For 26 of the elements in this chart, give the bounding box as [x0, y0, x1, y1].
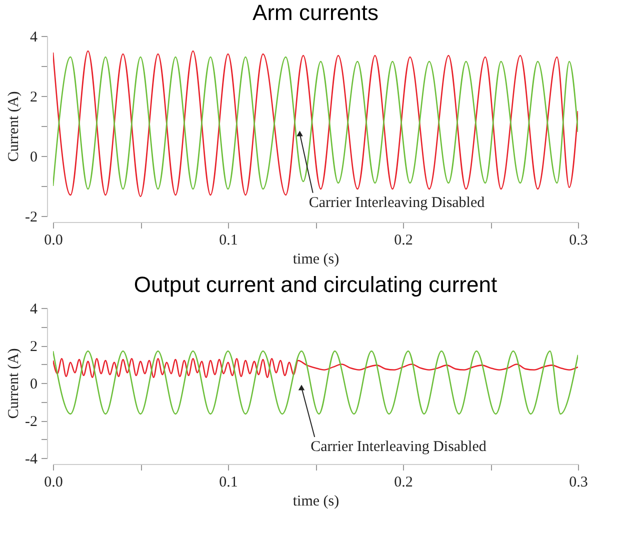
y-tick-label: -4: [25, 452, 38, 468]
y-tick-label: -2: [25, 210, 38, 226]
chart-title: Arm currents: [252, 0, 378, 25]
x-axis-title: time (s): [292, 252, 340, 268]
y-tick-label: 2: [30, 90, 38, 106]
y-axis-title: Current (A): [6, 91, 22, 162]
x-tick-label: 0.1: [219, 474, 238, 490]
x-tick-label: 0.3: [569, 474, 588, 490]
line-series: [53, 358, 578, 378]
x-axis-title: time (s): [292, 494, 340, 510]
y-tick-label: 0: [30, 150, 38, 166]
y-tick-label: 4: [30, 302, 38, 318]
y-tick-label: 2: [30, 339, 38, 355]
y-tick-label: 0: [30, 376, 38, 392]
annotation: Carrier Interleaving Disabled: [308, 194, 486, 211]
x-tick-label: 0.1: [219, 232, 238, 248]
chart-title: Output current and circulating current: [134, 272, 498, 297]
x-tick-label: 0.3: [569, 232, 588, 248]
x-tick-label: 0.2: [394, 474, 413, 490]
y-tick-label: -2: [25, 414, 38, 430]
x-tick-label: 0.2: [394, 232, 413, 248]
x-tick-label: 0.0: [44, 474, 63, 490]
x-tick-label: 0.0: [44, 232, 63, 248]
annotation: Carrier Interleaving Disabled: [310, 439, 487, 455]
y-tick-label: 4: [30, 30, 38, 46]
y-axis-title: Current (A): [6, 348, 22, 419]
